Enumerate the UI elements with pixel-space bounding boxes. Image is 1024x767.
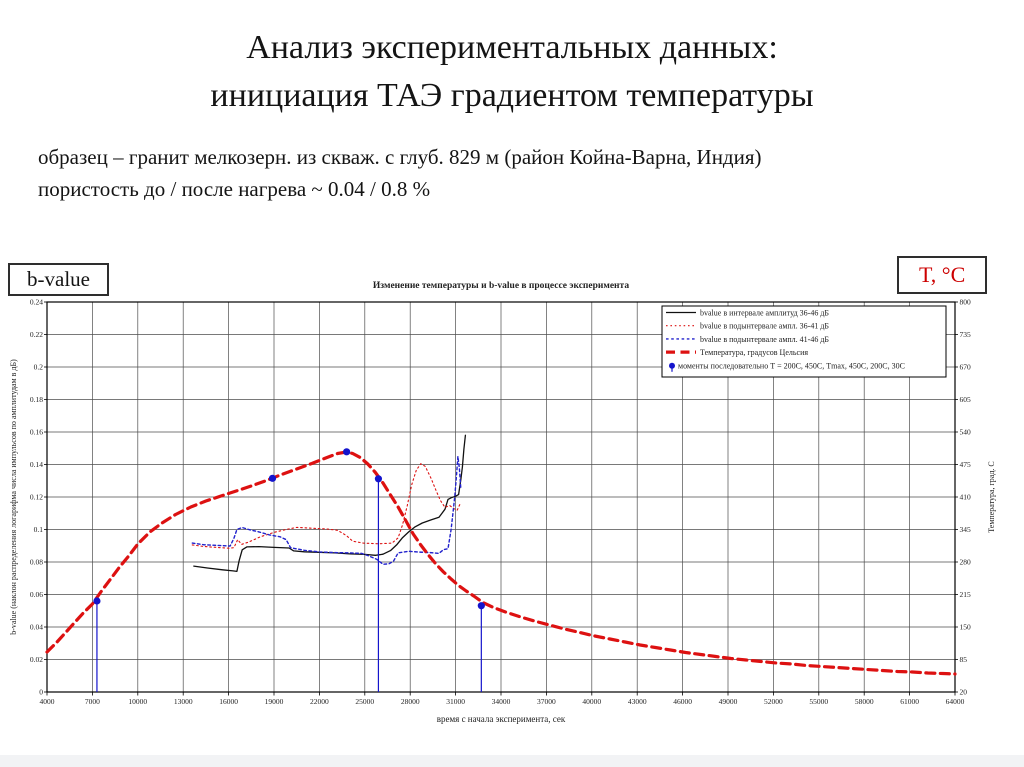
svg-text:345: 345 [960,525,972,534]
svg-text:800: 800 [960,298,972,307]
svg-text:4000: 4000 [40,697,55,706]
svg-text:215: 215 [960,590,972,599]
svg-text:19000: 19000 [265,697,284,706]
svg-text:40000: 40000 [582,697,601,706]
legend-entry: моменты последовательно Т = 200С, 450С, … [678,361,905,370]
legend-entry: bvalue в подынтервале ампл. 36-41 дБ [700,322,829,331]
svg-text:34000: 34000 [492,697,511,706]
series-2 [191,455,462,565]
svg-text:28000: 28000 [401,697,420,706]
series-3 [45,450,957,676]
moment-marker [268,474,277,482]
svg-text:10000: 10000 [128,697,147,706]
svg-text:735: 735 [960,330,972,339]
moment-marker [374,475,383,483]
svg-text:0.18: 0.18 [30,395,43,404]
legend-entry: bvalue в интервале амплитуд 36-46 дБ [700,309,829,318]
svg-text:16000: 16000 [219,697,238,706]
legend-entry: Температура, градусов Цельсия [700,348,808,357]
svg-text:0.12: 0.12 [30,493,43,502]
svg-text:46000: 46000 [673,697,692,706]
moment-marker [477,602,485,610]
svg-text:0.14: 0.14 [30,460,43,469]
svg-text:20: 20 [960,688,968,697]
svg-text:0.1: 0.1 [34,525,44,534]
title-line-1: Анализ экспериментальных данных: [246,29,778,66]
legend-entry: bvalue в подынтервале ампл. 41-46 дБ [700,335,829,344]
series-0 [193,434,467,573]
svg-text:13000: 13000 [174,697,193,706]
svg-text:540: 540 [960,428,972,437]
subtitle-line-2: пористость до / после нагрева ~ 0.04 / 0… [38,176,431,201]
legend-moment-marker-icon [669,362,675,369]
series-1 [191,463,462,549]
svg-text:280: 280 [960,558,972,567]
svg-text:37000: 37000 [537,697,556,706]
chart-legend: bvalue в интервале амплитуд 36-46 дБ bval… [661,305,947,378]
temperature-axis-label-box: T, °C [897,256,988,294]
svg-text:670: 670 [960,363,972,372]
svg-text:0: 0 [39,688,43,697]
svg-text:475: 475 [960,460,972,469]
sample-description: образец – гранит мелкозерн. из скваж. с … [38,142,762,205]
svg-text:31000: 31000 [446,697,465,706]
axis-ticks: 4000 7000 10000 13000 16000 19000 22000 25000 28… [30,298,971,707]
svg-text:22000: 22000 [310,697,329,706]
svg-text:55000: 55000 [809,697,828,706]
svg-text:52000: 52000 [764,697,783,706]
moment-marker [93,597,101,605]
right-y-axis-label: Температура, град. С [987,461,996,533]
svg-text:0.22: 0.22 [30,330,43,339]
bvalue-axis-label-box: b-value [8,263,109,296]
svg-text:0.02: 0.02 [30,655,43,664]
svg-text:25000: 25000 [355,697,374,706]
svg-text:0.04: 0.04 [30,623,43,632]
svg-text:0.16: 0.16 [30,428,43,437]
left-y-axis-label: b-value (наклон распределения логарифма … [9,359,18,635]
svg-text:61000: 61000 [900,697,919,706]
series-4 [93,448,485,692]
svg-text:0.24: 0.24 [30,298,43,307]
svg-text:410: 410 [960,493,972,502]
svg-text:43000: 43000 [628,697,647,706]
svg-text:605: 605 [960,395,972,404]
svg-text:85: 85 [960,655,968,664]
chart-title: Изменение температуры и b-value в процес… [373,281,629,291]
svg-text:49000: 49000 [719,697,738,706]
bottom-strip [0,755,1024,767]
moment-marker [343,448,351,456]
chart: 4000 7000 10000 13000 16000 19000 22000 25000 28… [9,281,996,724]
x-axis-label: время с начала эксперимента, сек [437,714,566,724]
subtitle-line-1: образец – гранит мелкозерн. из скваж. с … [38,145,762,169]
svg-text:7000: 7000 [85,697,100,706]
svg-text:0.2: 0.2 [34,363,44,372]
title-line-2: инициация ТАЭ градиентом температуры [210,77,814,115]
svg-text:150: 150 [960,623,972,632]
svg-text:58000: 58000 [855,697,874,706]
svg-text:0.08: 0.08 [30,558,43,567]
svg-text:64000: 64000 [946,697,965,706]
page-title: Анализ экспериментальных данных: инициац… [0,24,1024,121]
svg-text:0.06: 0.06 [30,590,43,599]
